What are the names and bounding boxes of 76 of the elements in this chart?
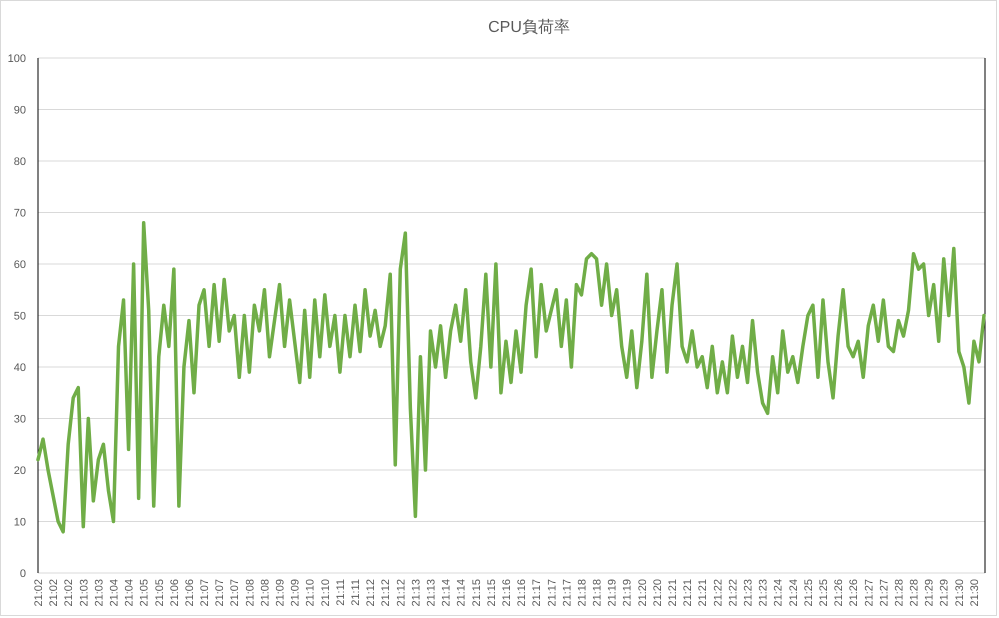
x-tick-label: 21:02 xyxy=(63,579,76,607)
x-tick-label: 21:29 xyxy=(938,579,951,607)
y-tick-label: 20 xyxy=(14,465,26,477)
y-tick-label: 60 xyxy=(14,259,26,271)
x-tick-label: 21:24 xyxy=(772,579,785,607)
x-tick-label: 21:30 xyxy=(968,579,981,607)
x-tick-label: 21:02 xyxy=(33,579,45,607)
x-tick-label: 21:24 xyxy=(788,579,800,607)
x-tick-label: 21:21 xyxy=(667,579,680,607)
x-tick-label: 21:20 xyxy=(652,579,664,607)
x-tick-label: 21:28 xyxy=(893,579,906,607)
y-tick-label: 50 xyxy=(14,310,26,322)
x-tick-label: 21:16 xyxy=(500,579,513,607)
x-tick-label: 21:17 xyxy=(531,579,544,607)
x-tick-label: 21:08 xyxy=(259,579,272,607)
x-tick-label: 21:29 xyxy=(924,579,936,607)
x-tick-label: 21:03 xyxy=(78,579,90,607)
x-tick-label: 21:17 xyxy=(546,579,558,607)
x-tick-label: 21:20 xyxy=(636,579,649,607)
x-tick-label: 21:15 xyxy=(470,579,483,607)
y-tick-label: 10 xyxy=(14,516,26,528)
x-tick-label: 21:26 xyxy=(848,579,860,607)
x-tick-label: 21:10 xyxy=(320,579,332,607)
x-tick-label: 21:13 xyxy=(425,579,438,607)
x-tick-label: 21:12 xyxy=(380,579,392,607)
x-tick-label: 21:09 xyxy=(290,579,302,607)
x-tick-label: 21:12 xyxy=(365,579,378,607)
x-tick-label: 21:19 xyxy=(606,579,619,607)
x-tick-label: 21:02 xyxy=(48,579,60,607)
y-tick-label: 70 xyxy=(14,208,26,220)
x-tick-label: 21:04 xyxy=(108,579,120,607)
x-tick-label: 21:18 xyxy=(592,579,604,607)
x-tick-label: 21:26 xyxy=(833,579,846,607)
x-tick-label: 21:11 xyxy=(350,579,362,606)
x-tick-label: 21:10 xyxy=(304,579,317,607)
x-tick-label: 21:15 xyxy=(486,579,498,607)
x-tick-label: 21:04 xyxy=(124,579,136,607)
x-tick-label: 21:05 xyxy=(154,579,166,607)
x-tick-label: 21:23 xyxy=(742,579,754,607)
x-tick-label: 21:03 xyxy=(93,579,106,607)
y-tick-label: 90 xyxy=(14,104,26,116)
x-tick-label: 21:22 xyxy=(712,579,724,607)
x-tick-label: 21:08 xyxy=(244,579,256,607)
x-tick-label: 21:11 xyxy=(334,579,347,606)
x-tick-label: 21:05 xyxy=(138,579,151,607)
x-tick-label: 21:25 xyxy=(818,579,830,607)
x-tick-label: 21:16 xyxy=(516,579,528,607)
y-tick-label: 0 xyxy=(20,568,26,580)
x-tick-label: 21:28 xyxy=(908,579,921,607)
x-tick-label: 21:07 xyxy=(229,579,242,607)
x-tick-label: 21:17 xyxy=(561,579,574,607)
x-tick-label: 21:07 xyxy=(199,579,212,607)
x-tick-label: 21:07 xyxy=(214,579,226,607)
x-tick-label: 21:30 xyxy=(954,579,966,607)
x-tick-label: 21:18 xyxy=(576,579,588,607)
x-tick-label: 21:23 xyxy=(758,579,770,607)
x-tick-label: 21:22 xyxy=(727,579,740,607)
x-tick-label: 21:21 xyxy=(697,579,710,607)
x-tick-label: 21:12 xyxy=(395,579,408,607)
line-series xyxy=(36,221,986,534)
y-tick-label: 30 xyxy=(14,414,26,426)
x-tick-label: 21:14 xyxy=(440,579,453,607)
x-tick-label: 21:14 xyxy=(456,579,468,607)
x-tick-label: 21:06 xyxy=(168,579,181,607)
y-tick-label: 100 xyxy=(8,53,26,65)
x-tick-label: 21:27 xyxy=(878,579,890,607)
x-tick-label: 21:09 xyxy=(274,579,287,607)
x-tick-label: 21:25 xyxy=(802,579,815,607)
x-tick-label: 21:27 xyxy=(863,579,876,607)
x-tick-label: 21:19 xyxy=(622,579,634,607)
y-tick-label: 80 xyxy=(14,156,26,168)
chart-title: CPU負荷率 xyxy=(488,18,570,36)
x-tick-label: 21:13 xyxy=(410,579,422,607)
y-tick-label: 40 xyxy=(14,362,26,374)
x-tick-label: 21:06 xyxy=(184,579,196,607)
x-tick-label: 21:21 xyxy=(682,579,694,607)
